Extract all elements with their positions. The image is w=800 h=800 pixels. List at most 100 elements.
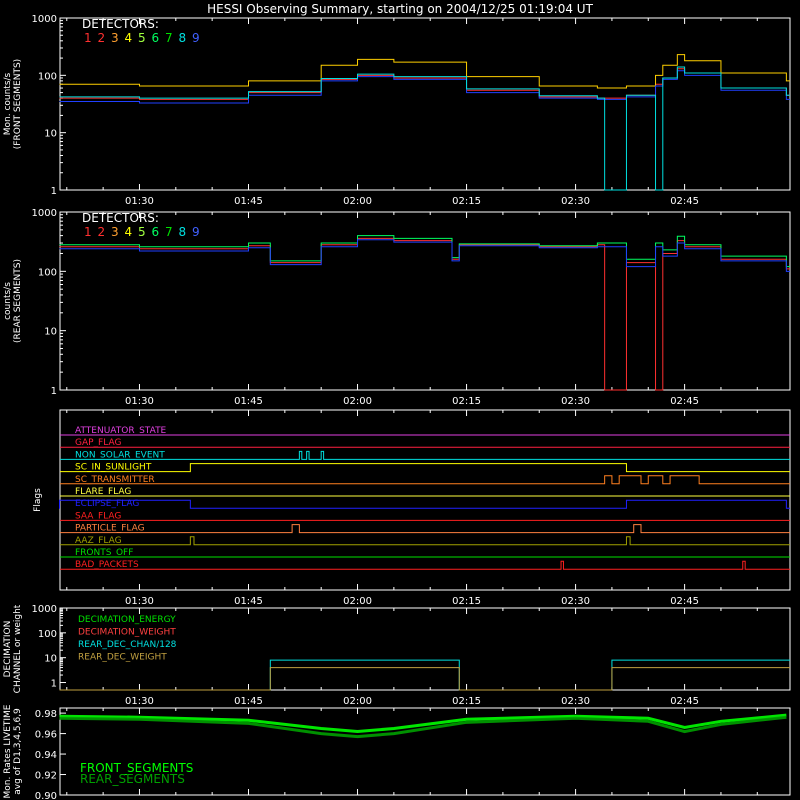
- front-legend-detector: 9: [192, 31, 200, 45]
- flags-x-tick-label: 01:45: [234, 596, 263, 607]
- flag-label: BAD_PACKETS: [75, 560, 139, 570]
- decimation-y-tick-label: 1: [51, 679, 57, 690]
- flag-label: GAP_FLAG: [75, 438, 121, 448]
- front-frame: [59, 17, 791, 191]
- front-series-line: [59, 66, 790, 191]
- flag-label: SC_IN_SUNLIGHT: [75, 463, 152, 473]
- rear-legend-detector: 5: [138, 225, 146, 239]
- decimation-y-label: DECIMATION: [3, 621, 13, 678]
- flag-line: [60, 475, 790, 485]
- livetime-y-tick-label: 0.90: [35, 791, 57, 800]
- rear-y-tick-label: 1: [51, 386, 57, 397]
- flag-label: ECLIPSE_FLAG: [75, 499, 139, 509]
- rear-y-tick-label: 100: [38, 267, 57, 278]
- livetime-y-tick-label: 0.98: [35, 709, 57, 720]
- decimation-legend-entry: DECIMATION_WEIGHT: [78, 628, 176, 638]
- front-legend-detector: 2: [98, 31, 106, 45]
- rear-x-tick-label: 02:15: [452, 396, 481, 407]
- rear-x-tick-label: 02:45: [670, 396, 699, 407]
- front-legend-title: DETECTORS:: [82, 17, 159, 31]
- decimation-y-tick-label: 100: [38, 629, 57, 640]
- decimation-x-tick-label: 02:00: [343, 696, 372, 707]
- rear-series-line: [59, 239, 790, 272]
- front-y-label: (FRONT SEGMENTS): [13, 59, 23, 149]
- front-x-tick-label: 02:30: [561, 196, 590, 207]
- front-y-tick-label: 100: [38, 71, 57, 82]
- flags-x-tick-label: 02:45: [670, 596, 699, 607]
- front-x-tick-label: 02:15: [452, 196, 481, 207]
- figure-title: HESSI Observing Summary, starting on 200…: [207, 2, 593, 16]
- flag-label: FLARE_FLAG: [75, 487, 131, 497]
- flag-line: [60, 560, 790, 570]
- livetime-frame: [59, 707, 791, 796]
- flag-label: SC_TRANSMITTER: [75, 475, 155, 485]
- front-y-tick-label: 10: [44, 129, 57, 140]
- front-x-tick-label: 02:45: [670, 196, 699, 207]
- decimation-y-label: CHANNEL or weight: [13, 604, 23, 693]
- rear-series-line: [59, 237, 790, 391]
- rear-legend-detector: 7: [165, 225, 173, 239]
- flags-y-label: Flags: [33, 488, 43, 512]
- decimation-frame: [59, 607, 791, 691]
- flags-x-tick-label: 02:00: [343, 596, 372, 607]
- rear-legend-detector: 6: [152, 225, 160, 239]
- front-series-line: [59, 54, 790, 89]
- rear-y-label: (REAR SEGMENTS): [13, 259, 23, 343]
- front-x-tick-label: 01:30: [125, 196, 154, 207]
- rear-legend-detector: 9: [192, 225, 200, 239]
- livetime-series-line: [59, 715, 787, 739]
- front-y-tick-label: 1000: [32, 14, 57, 25]
- front-x-tick-label: 01:45: [234, 196, 263, 207]
- livetime-y-label: avg of D1,3,4,5,6,9: [13, 708, 23, 795]
- rear-frame: [59, 211, 791, 391]
- decimation-x-tick-label: 02:15: [452, 696, 481, 707]
- flag-label: FRONTS_OFF: [75, 548, 133, 558]
- flag-line: [60, 463, 790, 473]
- decimation-y-tick-label: 10: [44, 654, 57, 665]
- rear-legend-detector: 1: [84, 225, 92, 239]
- flag-line: [60, 450, 790, 460]
- flag-line: [60, 524, 790, 534]
- flag-label: AAZ_FLAG: [75, 536, 122, 546]
- rear-legend-detector: 2: [98, 225, 106, 239]
- rear-y-tick-label: 1000: [32, 208, 57, 219]
- rear-legend-title: DETECTORS:: [82, 211, 159, 225]
- rear-legend-detector: 8: [179, 225, 187, 239]
- livetime-y-label: Mon. Rates LIVETIME: [3, 704, 13, 798]
- rear-x-tick-label: 02:00: [343, 396, 372, 407]
- flag-line: [60, 536, 790, 546]
- livetime-y-tick-label: 0.94: [35, 750, 57, 761]
- rear-x-tick-label: 01:30: [125, 396, 154, 407]
- livetime-legend-entry: REAR_SEGMENTS: [80, 772, 185, 786]
- decimation-x-tick-label: 02:30: [561, 696, 590, 707]
- rear-x-tick-label: 02:30: [561, 396, 590, 407]
- flag-line: [59, 499, 790, 509]
- flag-label: SAA_FLAG: [75, 511, 121, 521]
- front-series-line: [59, 68, 790, 100]
- decimation-series-line: [59, 667, 790, 691]
- front-y-tick-label: 1: [51, 186, 57, 197]
- decimation-legend-entry: REAR_DEC_WEIGHT: [78, 653, 167, 663]
- flag-label: NON_SOLAR_EVENT: [75, 450, 165, 460]
- front-legend-detector: 8: [179, 31, 187, 45]
- livetime-y-tick-label: 0.92: [35, 771, 57, 782]
- decimation-legend-entry: DECIMATION_ENERGY: [78, 615, 176, 625]
- flags-x-tick-label: 01:30: [125, 596, 154, 607]
- decimation-series-line: [59, 659, 790, 691]
- flags-x-tick-label: 02:15: [452, 596, 481, 607]
- front-legend-detector: 1: [84, 31, 92, 45]
- decimation-x-tick-label: 01:30: [125, 696, 154, 707]
- front-y-label: Mon. counts/s: [3, 72, 13, 135]
- flags-x-tick-label: 02:30: [561, 596, 590, 607]
- front-legend-detector: 3: [111, 31, 119, 45]
- rear-y-label: counts/s: [3, 282, 13, 320]
- decimation-legend-entry: REAR_DEC_CHAN/128: [78, 640, 177, 650]
- decimation-x-tick-label: 01:45: [234, 696, 263, 707]
- decimation-x-tick-label: 02:45: [670, 696, 699, 707]
- front-legend-detector: 7: [165, 31, 173, 45]
- front-legend-detector: 6: [152, 31, 160, 45]
- livetime-series-line: [59, 713, 787, 734]
- rear-y-tick-label: 10: [44, 327, 57, 338]
- rear-legend-detector: 3: [111, 225, 119, 239]
